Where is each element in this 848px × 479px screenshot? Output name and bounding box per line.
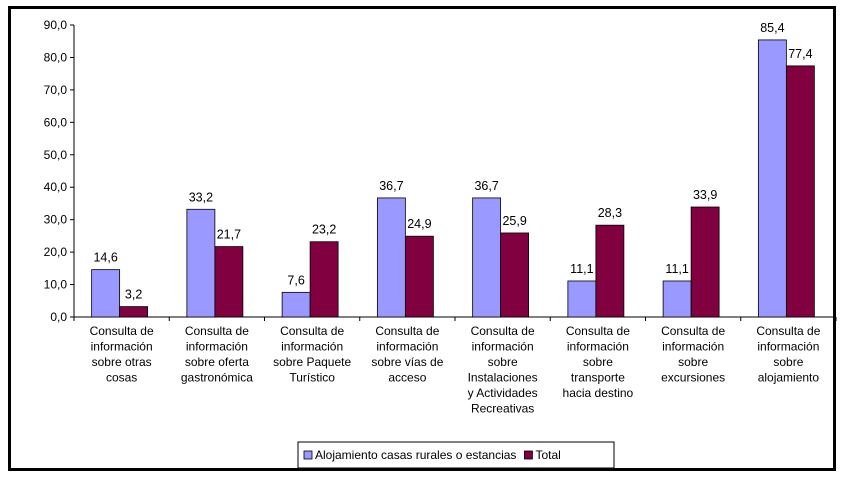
data-label: 23,2: [312, 223, 336, 237]
category-label: Consulta de información sobre transporte hac…: [563, 324, 634, 400]
y-tick-label: 60,0: [44, 115, 68, 129]
y-tick-label: 40,0: [44, 180, 68, 194]
category-label-line: Consulta de: [756, 324, 820, 338]
bar: [785, 65, 815, 318]
bar: [281, 291, 311, 318]
category-label-line: sobre: [488, 355, 518, 369]
data-label: 25,9: [502, 214, 526, 228]
bar: [119, 306, 149, 318]
category-label-line: excursiones: [661, 371, 725, 385]
y-tick-label: 30,0: [44, 213, 68, 227]
bar: [214, 246, 244, 318]
bar: [690, 206, 720, 318]
category-label-line: alojamiento: [758, 371, 820, 385]
category-label-line: y Actividades: [468, 386, 538, 400]
category-label-line: Turístico: [289, 371, 335, 385]
y-tick-label: 20,0: [44, 245, 68, 259]
data-label: 33,9: [693, 188, 717, 202]
category-label-line: información: [662, 340, 724, 354]
bar: [500, 232, 530, 318]
legend-label: Total: [535, 448, 560, 462]
y-tick-label: 50,0: [44, 148, 68, 162]
category-label-line: Consulta de: [185, 324, 249, 338]
category-label-line: sobre: [678, 355, 708, 369]
data-label: 14,6: [93, 251, 117, 265]
category-label-line: sobre: [773, 355, 803, 369]
category-label-line: sobre: [583, 355, 613, 369]
data-label: 7,6: [287, 273, 304, 287]
category-label-line: información: [186, 340, 248, 354]
bar: [404, 235, 434, 318]
data-label: 11,1: [570, 262, 593, 276]
data-label: 21,7: [217, 228, 241, 242]
bar: [472, 197, 502, 318]
category-label-line: información: [472, 340, 534, 354]
data-label: 33,2: [189, 190, 213, 204]
category-label-line: información: [376, 340, 438, 354]
y-tick-label: 0,0: [50, 310, 67, 324]
category-label-line: información: [757, 340, 819, 354]
category-label: Consulta de información sobre vías de acces…: [371, 324, 443, 385]
category-label-line: Consulta de: [280, 324, 344, 338]
category-label-line: información: [567, 340, 629, 354]
y-tick-label: 70,0: [44, 83, 68, 97]
y-tick-label: 10,0: [44, 278, 68, 292]
bar: [186, 208, 216, 318]
category-label-line: Consulta de: [90, 324, 154, 338]
category-label: Consulta de información sobre oferta gastro…: [181, 324, 253, 385]
legend-swatch: [303, 450, 313, 460]
category-label-line: hacia destino: [563, 386, 634, 400]
category-label-line: Consulta de: [661, 324, 725, 338]
data-label: 11,1: [665, 262, 688, 276]
data-label: 85,4: [760, 21, 784, 35]
data-label: 28,3: [598, 206, 622, 220]
category-label-line: Instalaciones: [468, 371, 538, 385]
bar: [567, 280, 597, 318]
category-label-line: sobre oferta: [185, 355, 249, 369]
data-label: 24,9: [407, 217, 431, 231]
category-label: Consulta de información sobre Paquete Turís…: [273, 324, 351, 385]
y-tick-label: 80,0: [44, 50, 68, 64]
category-label-line: acceso: [388, 371, 426, 385]
legend-box: [297, 441, 615, 469]
category-label: Consulta de información sobre otras cosas: [90, 324, 154, 385]
data-label: 3,2: [125, 288, 142, 302]
category-label-line: información: [91, 340, 153, 354]
data-label: 36,7: [474, 179, 498, 193]
category-label: Consulta de información sobre alojamiento: [756, 324, 820, 385]
category-label-line: Recreativas: [471, 402, 534, 416]
category-label-line: cosas: [106, 371, 137, 385]
category-label-line: transporte: [571, 371, 625, 385]
legend-label: Alojamiento casas rurales o estancias: [315, 448, 516, 462]
category-label-line: sobre otras: [92, 355, 152, 369]
legend-swatch: [524, 450, 533, 460]
category-label: Consulta de información sobre excursiones: [661, 324, 725, 385]
data-label: 77,4: [788, 47, 812, 61]
bar: [376, 197, 406, 318]
category-label-line: Consulta de: [566, 324, 630, 338]
bar: [757, 39, 787, 318]
category-label: Consulta de información sobre Instalaciones…: [468, 324, 538, 416]
bar: [595, 224, 625, 318]
bar: [662, 280, 692, 318]
category-label-line: Consulta de: [375, 324, 439, 338]
data-label: 36,7: [379, 179, 403, 193]
bar: [309, 241, 339, 318]
category-label-line: sobre Paquete: [273, 355, 351, 369]
category-label-line: gastronómica: [181, 371, 253, 385]
y-tick-label: 90,0: [44, 18, 68, 32]
category-label-line: Consulta de: [471, 324, 535, 338]
category-label-line: información: [281, 340, 343, 354]
category-label-line: sobre vías de: [371, 355, 443, 369]
bar: [91, 269, 121, 318]
